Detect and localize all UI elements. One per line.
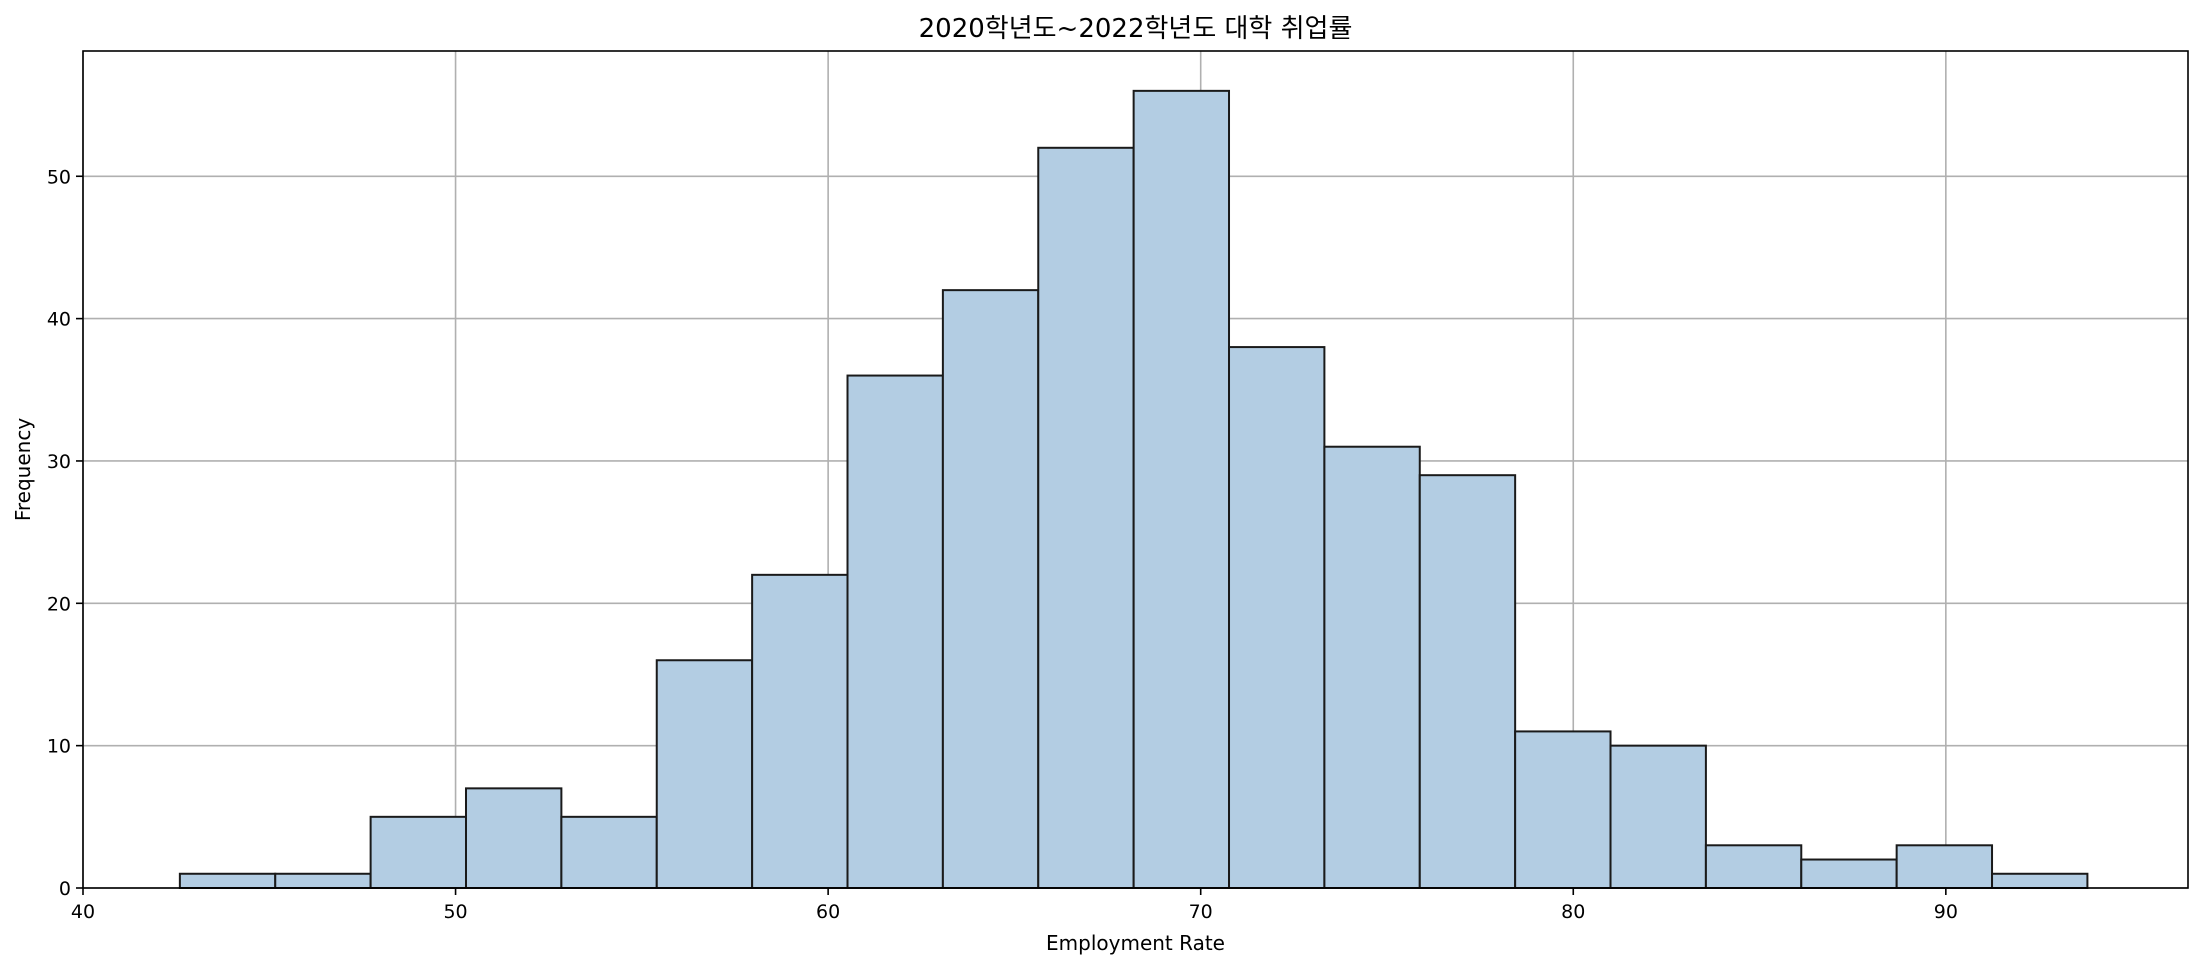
x-tick-label: 40 [71,901,95,923]
y-tick-label: 30 [47,451,71,473]
histogram-bar [464,787,563,889]
x-axis-label: Employment Rate [1046,931,1225,955]
histogram-bar [1514,730,1612,890]
x-tick-label: 60 [816,901,840,923]
histogram-bar [369,815,467,890]
ticks-layer: 40 50 60 70 80 90 0 10 20 30 40 50 [47,166,1958,923]
histogram-bar [941,289,1040,889]
plot-frame [82,50,2189,889]
histogram-bar [1704,844,1803,889]
histogram-bar [751,573,849,889]
histogram-bar [1895,844,1994,889]
x-tick-label: 90 [1934,901,1958,923]
histogram-bar [846,374,944,889]
y-tick-label: 10 [47,736,71,758]
histogram-bar [1991,872,2089,890]
y-tick-label: 40 [47,309,71,331]
histogram-bar [178,872,277,890]
x-tick-label: 50 [443,901,467,923]
y-tick-label: 20 [47,593,71,615]
histogram-bar [274,872,372,890]
histogram-bar [560,815,658,890]
y-tick-label: 0 [59,878,71,900]
y-tick-label: 50 [47,166,71,188]
histogram-bar [1132,89,1231,890]
histogram-bar [1037,146,1135,890]
y-axis-label: Frequency [11,418,35,521]
histogram-bar [1609,744,1707,890]
histogram-bar [1418,474,1517,889]
histogram-bar [1228,346,1326,890]
x-tick-label: 80 [1561,901,1585,923]
histogram-bar [655,659,754,889]
chart-title: 2020학년도~2022학년도 대학 취업률 [919,14,1353,44]
histogram-bar [1800,858,1898,890]
histogram-bar [1323,445,1421,889]
bars-layer [178,89,2089,890]
x-tick-label: 70 [1189,901,1213,923]
